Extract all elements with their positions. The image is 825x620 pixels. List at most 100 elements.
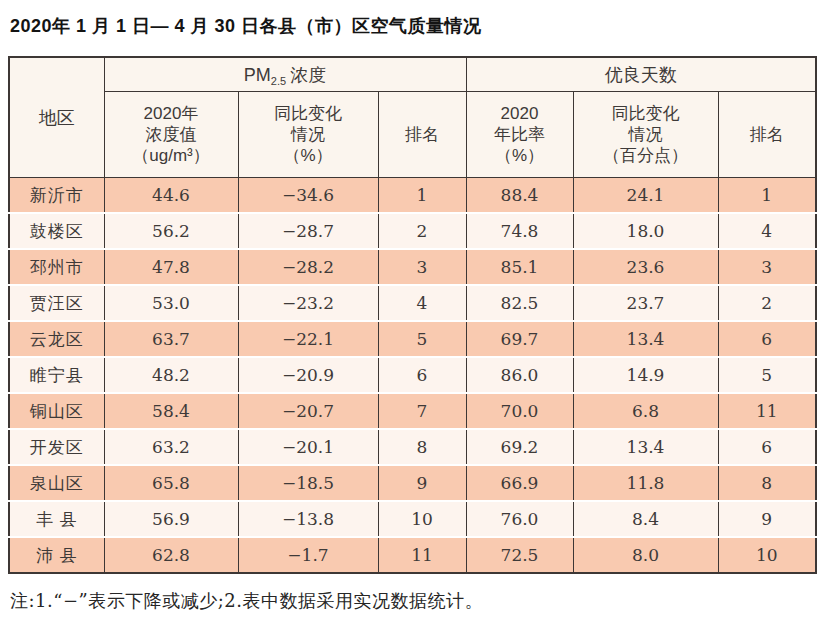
header-pm-change: 同比变化 情况 （%） <box>238 92 378 178</box>
region-cell: 新沂市 <box>9 178 104 214</box>
page-title: 2020年 1 月 1 日— 4 月 30 日各县（市）区空气质量情况 <box>10 14 817 38</box>
pm-value-cell: 48.2 <box>104 357 238 393</box>
pm-change-cell: −34.6 <box>238 178 378 214</box>
gd-change-cell: 13.4 <box>573 321 718 357</box>
gd-ratio-cell: 70.0 <box>466 393 573 429</box>
region-cell: 睢宁县 <box>9 357 104 393</box>
pm-rank-cell: 5 <box>378 321 466 357</box>
gd-change-cell: 24.1 <box>573 178 718 214</box>
group-header-row: 地区 PM2.5浓度 优良天数 <box>9 57 816 92</box>
table-row: 新沂市 44.6 −34.6 1 88.4 24.1 1 <box>9 178 816 214</box>
gd-change-cell: 23.7 <box>573 285 718 321</box>
region-cell: 泉山区 <box>9 465 104 501</box>
gd-change-cell: 14.9 <box>573 357 718 393</box>
gd-rank-cell: 3 <box>718 249 816 285</box>
gd-ratio-cell: 66.9 <box>466 465 573 501</box>
pm-change-cell: −13.8 <box>238 501 378 537</box>
pm-change-cell: −28.7 <box>238 213 378 249</box>
pm-value-cell: 47.8 <box>104 249 238 285</box>
header-good-days-group: 优良天数 <box>466 57 816 92</box>
gd-ratio-cell: 72.5 <box>466 537 573 573</box>
gd-change-cell: 6.8 <box>573 393 718 429</box>
header-gd-rank: 排名 <box>718 92 816 178</box>
region-cell: 鼓楼区 <box>9 213 104 249</box>
table-row: 贾汪区 53.0 −23.2 4 82.5 23.7 2 <box>9 285 816 321</box>
header-pm-value: 2020年 浓度值 （ug/m³） <box>104 92 238 178</box>
gd-change-cell: 11.8 <box>573 465 718 501</box>
pm-change-cell: −23.2 <box>238 285 378 321</box>
pm-rank-cell: 7 <box>378 393 466 429</box>
header-pm-rank: 排名 <box>378 92 466 178</box>
region-cell: 铜山区 <box>9 393 104 429</box>
gd-ratio-cell: 69.2 <box>466 429 573 465</box>
table-row: 开发区 63.2 −20.1 8 69.2 13.4 6 <box>9 429 816 465</box>
pm-rank-cell: 10 <box>378 501 466 537</box>
table-row: 沛 县 62.8 −1.7 11 72.5 8.0 10 <box>9 537 816 573</box>
pm25-label-prefix: PM <box>244 65 271 85</box>
gd-rank-cell: 6 <box>718 321 816 357</box>
pm-rank-cell: 8 <box>378 429 466 465</box>
header-gd-change: 同比变化 情况 （百分点） <box>573 92 718 178</box>
table-header: 地区 PM2.5 浓度 优良天数 2020年 浓度值 （ug/m³） 同比变化 情… <box>9 57 816 178</box>
pm-value-cell: 65.8 <box>104 465 238 501</box>
pm-value-cell: 63.7 <box>104 321 238 357</box>
table-body: 新沂市 44.6 −34.6 1 88.4 24.1 1 鼓楼区 56.2 −2… <box>9 178 816 574</box>
region-cell: 贾汪区 <box>9 285 104 321</box>
pm-rank-cell: 4 <box>378 285 466 321</box>
gd-rank-cell: 11 <box>718 393 816 429</box>
gd-rank-cell: 6 <box>718 429 816 465</box>
gd-ratio-cell: 85.1 <box>466 249 573 285</box>
pm-change-cell: −20.1 <box>238 429 378 465</box>
table-row: 泉山区 65.8 −18.5 9 66.9 11.8 8 <box>9 465 816 501</box>
pm-value-cell: 63.2 <box>104 429 238 465</box>
region-cell: 邳州市 <box>9 249 104 285</box>
gd-ratio-cell: 74.8 <box>466 213 573 249</box>
table-row: 睢宁县 48.2 −20.9 6 86.0 14.9 5 <box>9 357 816 393</box>
region-cell: 丰 县 <box>9 501 104 537</box>
gd-change-cell: 8.4 <box>573 501 718 537</box>
pm-rank-cell: 2 <box>378 213 466 249</box>
gd-rank-cell: 5 <box>718 357 816 393</box>
pm-change-cell: −28.2 <box>238 249 378 285</box>
gd-ratio-cell: 82.5 <box>466 285 573 321</box>
gd-change-cell: 23.6 <box>573 249 718 285</box>
pm-value-cell: 62.8 <box>104 537 238 573</box>
gd-change-cell: 13.4 <box>573 429 718 465</box>
pm-value-cell: 53.0 <box>104 285 238 321</box>
gd-rank-cell: 1 <box>718 178 816 214</box>
table-row: 邳州市 47.8 −28.2 3 85.1 23.6 3 <box>9 249 816 285</box>
table-row: 铜山区 58.4 −20.7 7 70.0 6.8 11 <box>9 393 816 429</box>
pm-rank-cell: 9 <box>378 465 466 501</box>
gd-change-cell: 18.0 <box>573 213 718 249</box>
gd-ratio-cell: 88.4 <box>466 178 573 214</box>
table-row: 丰 县 56.9 −13.8 10 76.0 8.4 9 <box>9 501 816 537</box>
gd-rank-cell: 8 <box>718 465 816 501</box>
gd-rank-cell: 9 <box>718 501 816 537</box>
header-region: 地区 <box>9 57 104 178</box>
pm-rank-cell: 6 <box>378 357 466 393</box>
region-cell: 沛 县 <box>9 537 104 573</box>
sub-header-row: 2020年 浓度值 （ug/m³） 同比变化 情况 （%） 排名 2020 年比… <box>9 92 816 178</box>
gd-rank-cell: 4 <box>718 213 816 249</box>
pm-value-cell: 44.6 <box>104 178 238 214</box>
footnote: 注:1.“−”表示下降或减少;2.表中数据采用实况数据统计。 <box>10 589 817 613</box>
pm25-label-suffix: 浓度 <box>290 65 326 85</box>
pm-rank-cell: 11 <box>378 537 466 573</box>
header-gd-ratio: 2020 年比率 （%） <box>466 92 573 178</box>
pm-change-cell: −1.7 <box>238 537 378 573</box>
pm25-label-subscript: 2.5 <box>271 75 286 87</box>
pm-change-cell: −20.9 <box>238 357 378 393</box>
gd-rank-cell: 10 <box>718 537 816 573</box>
air-quality-table: 地区 PM2.5 浓度 优良天数 2020年 浓度值 （ug/m³） 同比变化 情… <box>8 56 817 574</box>
table-row: 云龙区 63.7 −22.1 5 69.7 13.4 6 <box>9 321 816 357</box>
pm-change-cell: −20.7 <box>238 393 378 429</box>
pm-value-cell: 56.2 <box>104 213 238 249</box>
pm-change-cell: −22.1 <box>238 321 378 357</box>
gd-ratio-cell: 76.0 <box>466 501 573 537</box>
pm-rank-cell: 1 <box>378 178 466 214</box>
gd-ratio-cell: 69.7 <box>466 321 573 357</box>
table-row: 鼓楼区 56.2 −28.7 2 74.8 18.0 4 <box>9 213 816 249</box>
pm-value-cell: 58.4 <box>104 393 238 429</box>
region-cell: 开发区 <box>9 429 104 465</box>
gd-rank-cell: 2 <box>718 285 816 321</box>
